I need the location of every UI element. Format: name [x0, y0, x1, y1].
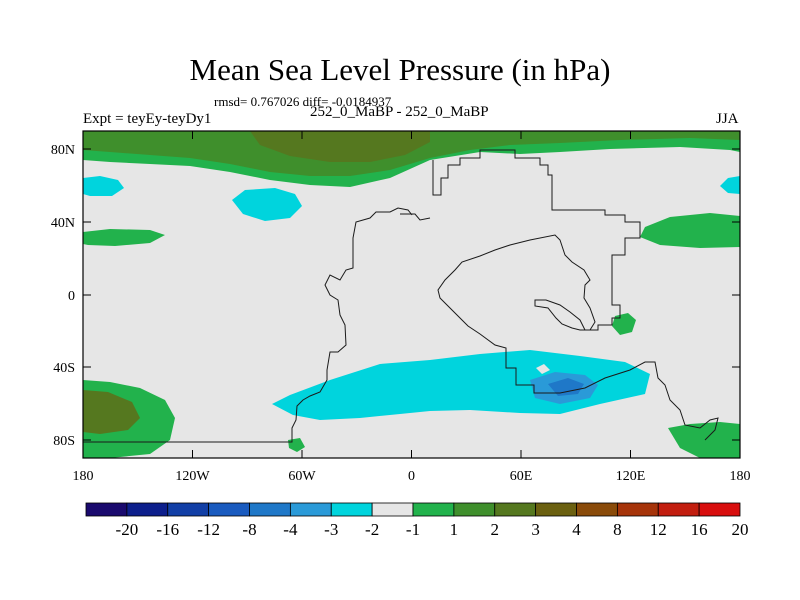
y-tick-label: 80N: [51, 143, 75, 158]
pos-patch-east: [640, 213, 740, 248]
pos-patch-west: [83, 229, 165, 246]
y-tick-label: 80S: [53, 434, 75, 449]
comparison-label: 252_0_MaBP - 252_0_MaBP: [310, 104, 489, 120]
colorbar-swatch: [576, 502, 618, 517]
coastline: [83, 149, 719, 443]
southern-neg-max: [548, 378, 584, 396]
colorbar-swatch: [616, 502, 659, 517]
x-tick-label: 180: [73, 469, 94, 484]
colorbar-label: -3: [324, 520, 338, 539]
colorbar-label: 3: [531, 520, 540, 539]
colorbar-swatch: [494, 502, 537, 517]
western-continent-outline: [83, 207, 413, 443]
colorbar-label: -16: [156, 520, 179, 539]
x-axis-labels: 180 120W 60W 0 60E 120E 180: [73, 469, 751, 484]
colorbar-label: 20: [732, 520, 749, 539]
colorbar-swatch: [126, 502, 169, 517]
y-tick-label: 0: [68, 289, 75, 304]
colorbar-swatch: [412, 502, 455, 517]
colorbar-swatch: [698, 502, 741, 517]
experiment-label: Expt = teyEy-teyDy1: [83, 111, 212, 127]
colorbar-swatch: [453, 502, 496, 517]
colorbar-swatch: [208, 502, 250, 517]
colorbar-label: -12: [197, 520, 220, 539]
neg-patch-nw: [83, 176, 124, 196]
colorbar: -20 -16 -12 -8 -4 -3 -2 -1 1 2 3 4 8 12 16 20: [85, 502, 749, 539]
colorbar-swatch: [371, 502, 414, 517]
axis-ticks: [82, 131, 741, 458]
colorbar-label: 2: [491, 520, 500, 539]
colorbar-label: 1: [450, 520, 459, 539]
y-tick-label: 40S: [53, 361, 75, 376]
x-tick-label: 120W: [175, 469, 210, 484]
season-label: JJA: [716, 111, 739, 127]
colorbar-label: -8: [242, 520, 256, 539]
coast-detail: [400, 213, 431, 221]
colorbar-swatch: [330, 502, 373, 517]
x-tick-label: 120E: [616, 469, 646, 484]
north-polar-core: [83, 131, 740, 176]
y-tick-label: 40N: [51, 216, 75, 231]
north-polar-max: [250, 131, 430, 162]
sw-pos-core: [83, 390, 140, 434]
colorbar-label: 12: [650, 520, 667, 539]
x-tick-label: 60W: [288, 469, 316, 484]
colorbar-label: -2: [365, 520, 379, 539]
map-title: Mean Sea Level Pressure (in hPa): [189, 52, 611, 87]
contour-field: [83, 131, 740, 458]
y-axis-labels: 80N 40N 0 40S 80S: [51, 143, 75, 449]
colorbar-swatch: [249, 502, 291, 517]
x-tick-label: 180: [730, 469, 751, 484]
stats-label: rmsd= 0.767026 diff= -0.0184937: [214, 94, 392, 109]
colorbar-swatch: [657, 502, 700, 517]
colorbar-swatch: [289, 502, 332, 517]
pos-patch-se: [668, 422, 740, 458]
colorbar-label: 8: [613, 520, 622, 539]
colorbar-label: 4: [572, 520, 581, 539]
colorbar-label: -1: [406, 520, 420, 539]
colorbar-label: -20: [116, 520, 139, 539]
colorbar-swatch: [535, 502, 577, 517]
colorbar-swatch: [167, 502, 210, 517]
eastern-continent-outline: [432, 149, 719, 441]
colorbar-label: 16: [691, 520, 708, 539]
x-tick-label: 60E: [510, 469, 533, 484]
southern-hole: [536, 364, 550, 374]
x-tick-label: 0: [408, 469, 415, 484]
neg-patch-ne: [720, 176, 740, 194]
neg-patch-atlantic: [232, 188, 302, 221]
colorbar-label: -4: [283, 520, 298, 539]
colorbar-swatch: [85, 502, 128, 517]
